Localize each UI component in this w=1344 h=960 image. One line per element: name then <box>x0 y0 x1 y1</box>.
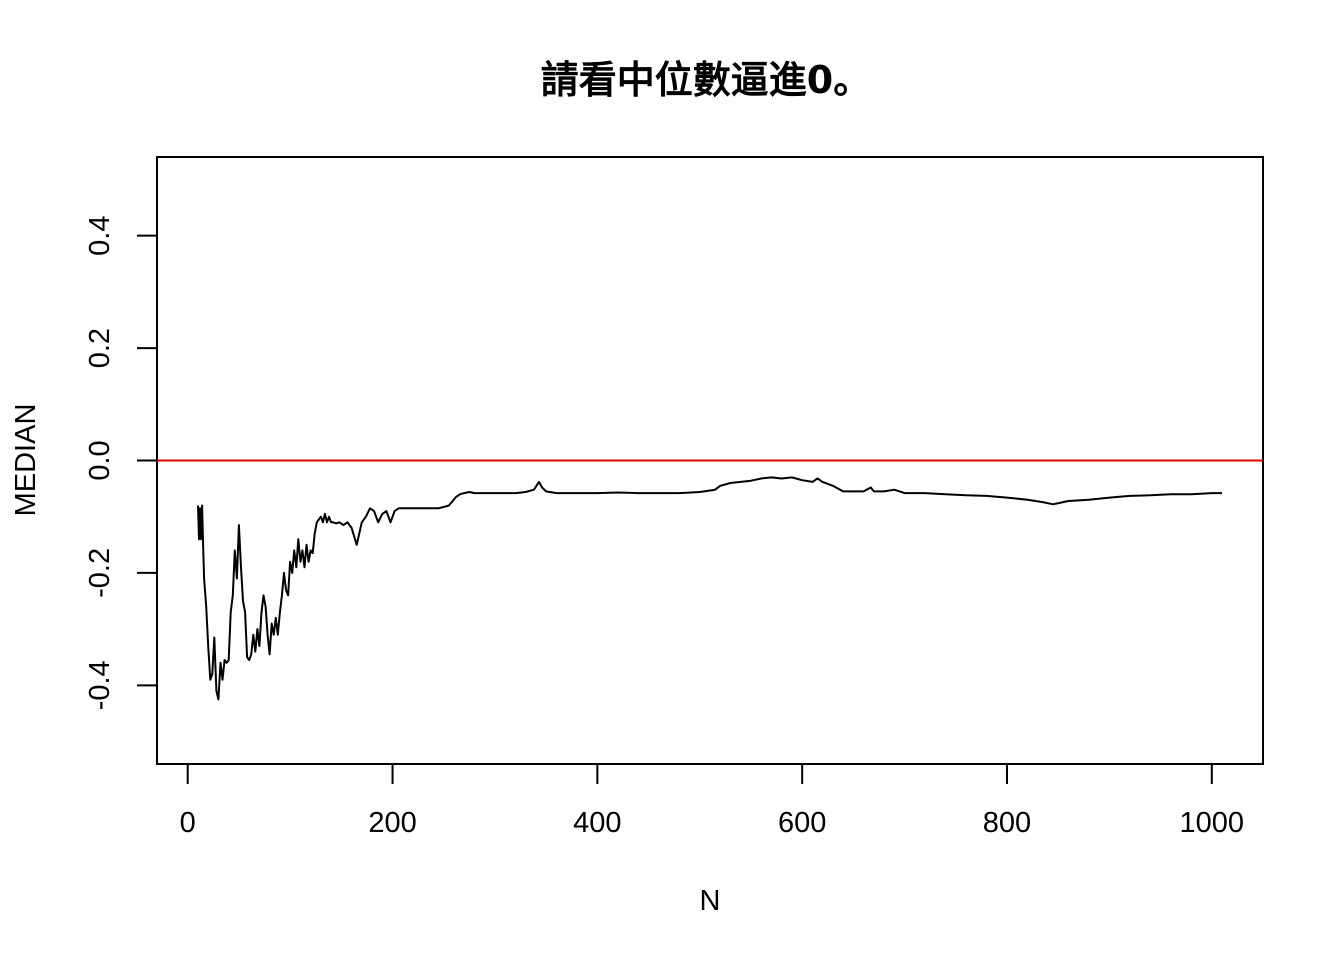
x-tick-label: 800 <box>983 807 1031 839</box>
x-tick-label: 600 <box>778 807 826 839</box>
x-tick-label: 200 <box>368 807 416 839</box>
y-tick-label: 0.4 <box>84 216 116 256</box>
median-series-line <box>197 476 1222 701</box>
x-tick-label: 0 <box>180 807 196 839</box>
chart-title: 請看中位數逼進0。 <box>541 58 871 102</box>
x-tick-label: 1000 <box>1180 807 1245 839</box>
x-axis: 0 200 400 600 800 1000 <box>180 763 1245 839</box>
y-tick-label: 0.0 <box>84 440 116 480</box>
y-tick-label: -0.4 <box>84 660 116 710</box>
x-tick-label: 400 <box>573 807 621 839</box>
y-axis: -0.4 -0.2 0.0 0.2 0.4 <box>84 216 158 710</box>
y-tick-label: -0.2 <box>84 548 116 598</box>
y-axis-label: MEDIAN <box>10 404 42 517</box>
y-tick-label: 0.2 <box>84 328 116 368</box>
x-axis-label: N <box>700 885 721 917</box>
